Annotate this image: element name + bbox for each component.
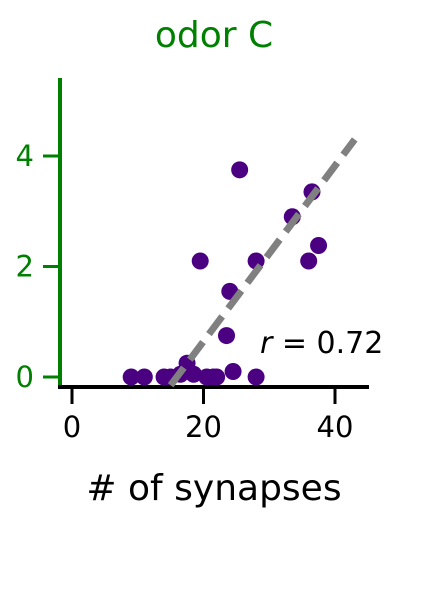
x-tick-label: 0 [63,410,81,444]
data-point [218,327,236,345]
data-point [191,252,209,270]
correlation-symbol: r [260,326,274,361]
x-tick-label: 20 [185,410,222,444]
data-point [231,161,249,179]
chart-title: odor C [155,15,273,56]
data-point [185,365,203,383]
data-point [247,368,265,386]
data-point [310,237,328,255]
fit-line-layer [167,137,358,388]
data-point [208,368,226,386]
x-tick-label: 40 [317,410,354,444]
data-point [300,252,318,270]
y-tick-label: 2 [16,250,34,284]
fit-line [167,137,358,388]
correlation-value: = 0.72 [272,326,383,361]
axes [58,78,369,389]
data-point [122,368,140,386]
y-tick-label: 0 [16,360,34,394]
correlation-annotation: r = 0.72 [260,326,383,361]
x-axis-label: # of synapses [86,468,341,509]
y-tick-label: 4 [16,139,34,173]
data-point [135,368,153,386]
data-point [224,362,242,380]
